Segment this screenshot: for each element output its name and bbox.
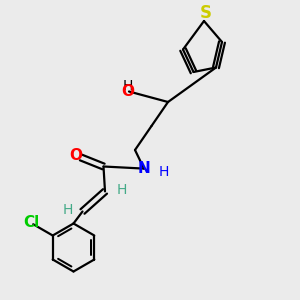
Text: O: O [69,148,82,164]
Text: H: H [158,165,169,179]
Text: H: H [116,183,127,197]
Text: H: H [62,203,73,217]
Text: O: O [121,84,134,99]
Text: H: H [122,79,133,92]
Text: N: N [138,161,150,176]
Text: S: S [200,4,211,22]
Text: Cl: Cl [24,215,40,230]
